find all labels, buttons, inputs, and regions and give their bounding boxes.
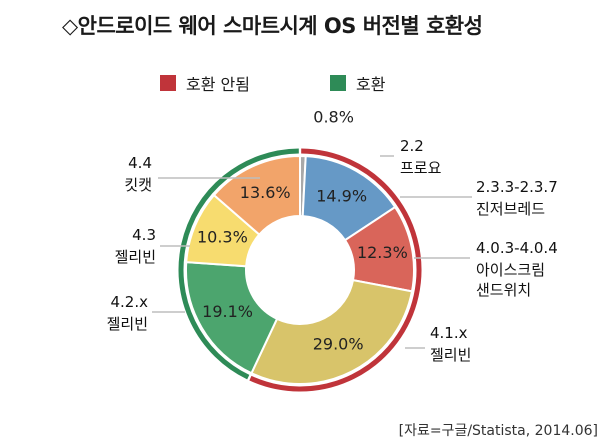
legend-item-incompatible: 호환 안됨 [160, 71, 250, 95]
version-label-6: 4.4 [128, 154, 152, 172]
value-label-3: 29.0% [313, 334, 364, 353]
value-label-6: 13.6% [240, 183, 291, 202]
value-label-4: 19.1% [202, 302, 253, 321]
group-ring-1 [178, 148, 299, 380]
version-label-4: 4.2.x [111, 293, 149, 311]
name-label-3-0: 젤리빈 [430, 346, 471, 364]
version-label-5: 4.3 [132, 226, 156, 244]
legend-label-compatible: 호환 [356, 75, 386, 94]
name-label-2-0: 아이스크림 [476, 261, 545, 279]
value-label-1: 14.9% [316, 187, 367, 206]
chart-title: ◇안드로이드 웨어 스마트시계 OS 버전별 호환성 [62, 14, 483, 38]
value-label-0: 0.8% [313, 108, 354, 127]
version-label-3: 4.1.x [430, 324, 468, 342]
name-label-0-0: 프로요 [400, 159, 442, 177]
value-label-2: 12.3% [357, 243, 408, 262]
group-ring-0 [249, 148, 422, 392]
version-label-0: 2.2 [400, 137, 424, 155]
name-label-1-0: 진저브레드 [476, 200, 545, 218]
legend-label-incompatible: 호환 안됨 [186, 75, 250, 94]
source-note: [자료=구글/Statista, 2014.06] [398, 423, 598, 439]
value-label-5: 10.3% [197, 227, 248, 246]
legend-swatch-compatible [330, 75, 346, 91]
name-label-6-0: 킷캣 [124, 176, 152, 194]
legend-swatch-incompatible [160, 75, 176, 91]
donut-slice-4 [185, 261, 279, 375]
donut-slice-3 [250, 278, 414, 385]
version-label-1: 2.3.3-2.3.7 [476, 178, 558, 196]
version-label-2: 4.0.3-4.0.4 [476, 239, 558, 257]
name-label-2-1: 샌드위치 [476, 281, 531, 299]
legend-item-compatible: 호환 [330, 71, 385, 95]
name-label-4-0: 젤리빈 [107, 315, 148, 333]
donut-slice-6 [212, 154, 301, 236]
name-label-5-0: 젤리빈 [115, 248, 156, 266]
